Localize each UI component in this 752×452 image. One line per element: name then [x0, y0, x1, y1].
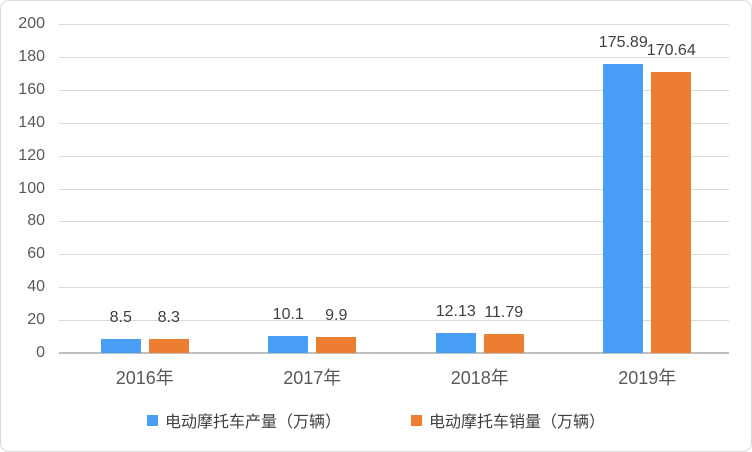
gridline: [59, 287, 729, 289]
legend-label: 电动摩托车产量（万辆）: [164, 414, 341, 431]
bar-sales: [148, 339, 189, 353]
bar-production: [435, 333, 476, 353]
y-tick-label: 60: [27, 245, 45, 263]
gridline: [59, 320, 729, 322]
y-tick-label: 120: [18, 146, 45, 164]
data-label: 170.64: [646, 42, 696, 60]
gridline: [59, 24, 729, 25]
y-tick-label: 80: [27, 212, 45, 230]
data-label: 9.9: [325, 306, 348, 324]
data-label: 10.1: [272, 306, 304, 324]
y-tick-label: 20: [27, 311, 45, 329]
gridline: [59, 155, 729, 157]
gridline: [59, 89, 729, 91]
legend-swatch-icon: [146, 414, 158, 426]
x-category-label: 2018年: [450, 368, 509, 388]
bar-sales: [316, 336, 357, 353]
bar-production: [603, 63, 644, 353]
bar-sales: [483, 333, 524, 353]
legend-item-production: 电动摩托车产量（万辆）: [146, 408, 341, 432]
x-category-label: 2019年: [618, 368, 677, 388]
gridline: [59, 221, 729, 223]
gridline: [59, 254, 729, 256]
data-label: 12.13: [435, 303, 476, 321]
bar-sales: [651, 72, 692, 353]
legend-swatch-icon: [411, 414, 422, 426]
data-label: 175.89: [598, 33, 648, 51]
bar-production: [268, 336, 309, 353]
data-label: 8.3: [157, 309, 180, 327]
data-label: 11.79: [484, 303, 524, 321]
x-category-label: 2016年: [115, 368, 174, 388]
y-tick-label: 100: [18, 179, 45, 197]
gridline: [59, 56, 729, 58]
y-tick-label: 40: [27, 278, 45, 296]
y-tick-label: 180: [18, 47, 45, 65]
y-tick-label: 140: [18, 113, 45, 131]
x-category-label: 2017年: [283, 368, 342, 388]
gridline: [59, 188, 729, 190]
legend-label: 电动摩托车销量（万辆）: [429, 414, 606, 431]
bar-production: [100, 339, 141, 353]
data-label: 8.5: [109, 309, 132, 327]
legend-item-sales: 电动摩托车销量（万辆）: [411, 408, 605, 432]
y-tick-label: 160: [18, 80, 45, 98]
x-axis-line: [59, 352, 729, 354]
gridline: [59, 122, 729, 124]
legend: 电动摩托车产量（万辆） 电动摩托车销量（万辆）: [1, 407, 751, 433]
y-tick-label: 0: [36, 344, 45, 361]
y-tick-label: 200: [18, 15, 45, 32]
